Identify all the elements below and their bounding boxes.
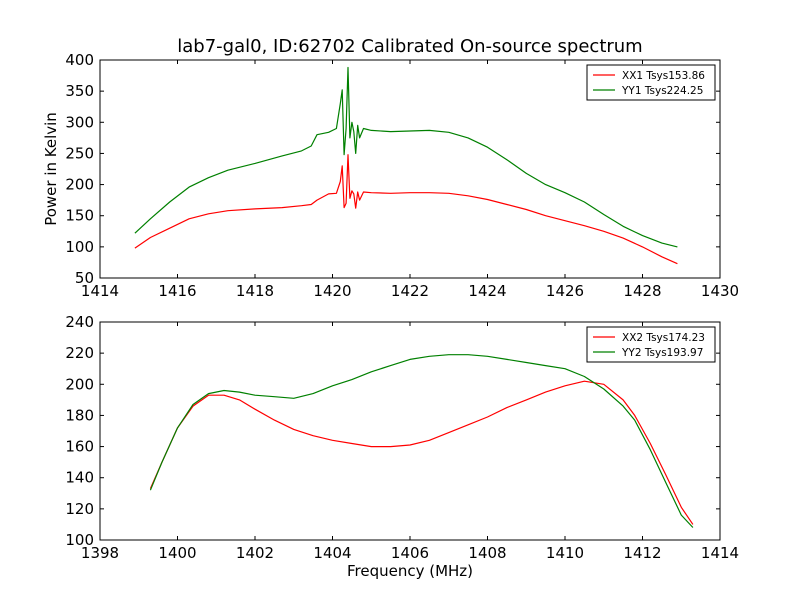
legend-label: YY2 Tsys193.97 — [621, 347, 703, 359]
x-tick-label: 1416 — [158, 282, 196, 300]
series-line-red — [134, 154, 678, 265]
x-tick-label: 1420 — [313, 282, 351, 300]
legend-box — [586, 326, 716, 363]
x-tick-label: 1404 — [313, 544, 351, 562]
y-tick-label: 350 — [65, 82, 94, 100]
x-tick-label: 1410 — [546, 544, 584, 562]
bottom-panel: 1398 1400 1402 1404 1406 1408 1410 1412 1414 100 1… — [65, 313, 739, 580]
y-tick-label: 200 — [65, 375, 94, 393]
x-tick-label: 1412 — [623, 544, 661, 562]
top-panel: 1414 1416 1418 1420 1422 1424 1426 1428 1430 50 10… — [42, 51, 739, 300]
y-axis-label: Power in Kelvin — [42, 112, 60, 226]
x-tick-label: 1428 — [623, 282, 661, 300]
x-tick-label: 1398 — [81, 544, 119, 562]
x-tick-label: 1424 — [468, 282, 506, 300]
series-line-red — [149, 380, 694, 525]
y-tick-label: 300 — [65, 113, 94, 131]
y-tick-label: 100 — [65, 531, 94, 549]
legend-label: XX2 Tsys174.23 — [622, 332, 705, 344]
x-tick-label: 1430 — [701, 282, 739, 300]
y-tick-label: 220 — [65, 344, 94, 362]
y-tick-label: 240 — [65, 313, 94, 331]
y-tick-label: 400 — [65, 51, 94, 69]
x-tick-label: 1406 — [391, 544, 429, 562]
y-tick-label: 50 — [75, 269, 94, 287]
chart-title: lab7-gal0, ID:62702 Calibrated On-source… — [177, 36, 642, 57]
series-line-green — [134, 66, 678, 248]
y-tick-label: 250 — [65, 144, 94, 162]
y-tick-label: 160 — [65, 438, 94, 456]
x-tick-label: 1402 — [236, 544, 274, 562]
x-tick-label: 1426 — [546, 282, 584, 300]
x-tick-label: 1414 — [701, 544, 739, 562]
legend-label: YY1 Tsys224.25 — [621, 85, 703, 97]
x-tick-label: 1400 — [158, 544, 196, 562]
y-tick-label: 100 — [65, 238, 94, 256]
x-tick-label: 1414 — [81, 282, 119, 300]
x-tick-label: 1408 — [468, 544, 506, 562]
y-tick-label: 200 — [65, 176, 94, 194]
y-tick-label: 180 — [65, 406, 94, 424]
y-tick-label: 120 — [65, 500, 94, 518]
x-axis-label: Frequency (MHz) — [347, 562, 473, 580]
y-tick-label: 140 — [65, 469, 94, 487]
legend-box — [586, 64, 716, 101]
y-tick-label: 150 — [65, 207, 94, 225]
legend-label: XX1 Tsys153.86 — [622, 70, 705, 82]
series-line-green — [149, 354, 694, 528]
x-tick-label: 1418 — [236, 282, 274, 300]
x-tick-label: 1422 — [391, 282, 429, 300]
